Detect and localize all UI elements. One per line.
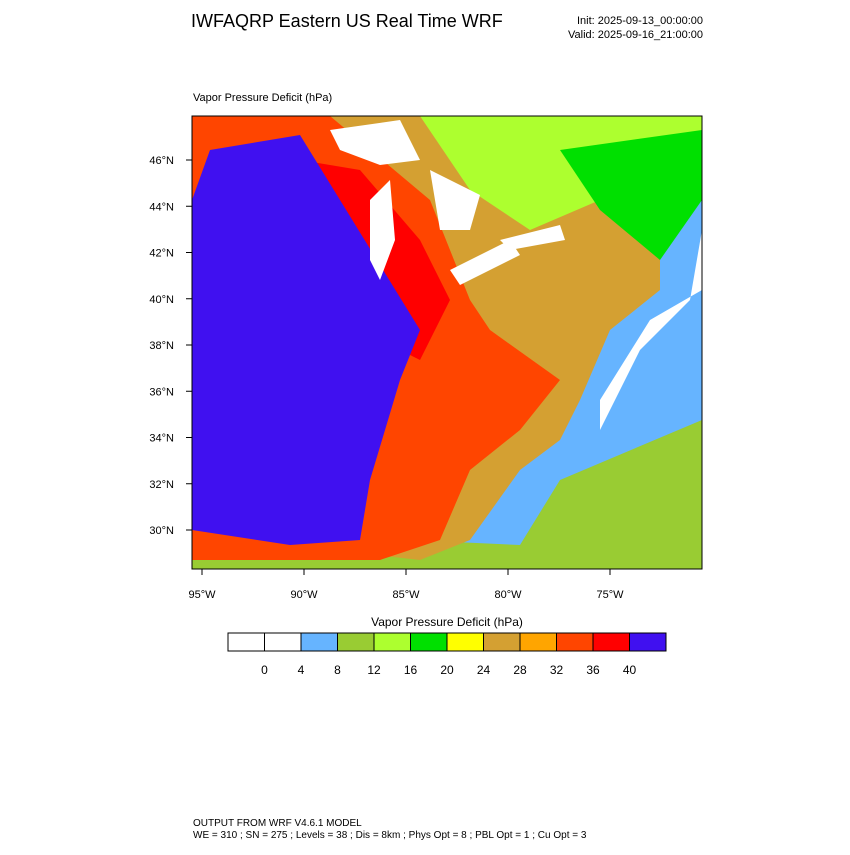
colorbar-label: 36 [586,663,600,677]
colorbar-label: 12 [367,663,381,677]
lon-label: 85°W [392,589,420,601]
colorbar: 0 4 8 12 16 20 24 28 32 36 40 [227,632,667,677]
lat-label: 40°N [149,294,174,306]
init-time: Init: 2025-09-13_00:00:00 [577,15,703,27]
colorbar-box [264,632,302,652]
lat-label: 34°N [149,433,174,445]
colorbar-box [556,632,594,652]
colorbar-box [337,632,375,652]
colorbar-label: 20 [440,663,454,677]
colorbar-title: Vapor Pressure Deficit (hPa) [371,615,523,629]
footer-line: OUTPUT FROM WRF V4.6.1 MODEL [193,818,362,829]
colorbar-label: 4 [298,663,305,677]
lon-label: 75°W [596,589,624,601]
map-frame [191,115,703,570]
map-label: Vapor Pressure Deficit (hPa) [193,92,332,104]
lat-label: 46°N [149,155,174,167]
lat-label: 36°N [149,386,174,398]
lat-label: 30°N [149,525,174,537]
colorbar-label: 40 [623,663,637,677]
valid-time: Valid: 2025-09-16_21:00:00 [568,29,703,41]
colorbar-label: 16 [404,663,418,677]
colorbar-label: 0 [261,663,268,677]
lon-label: 80°W [494,589,522,601]
colorbar-box [300,632,338,652]
title: IWFAQRP Eastern US Real Time WRF [191,11,503,31]
lon-label: 95°W [188,589,216,601]
colorbar-label: 8 [334,663,341,677]
axis-labels: 46°N 44°N 42°N 40°N 38°N 36°N 34°N 32°N 30°N 95°W… [149,155,624,601]
colorbar-label: 28 [513,663,527,677]
lat-label: 38°N [149,340,174,352]
colorbar-box [410,632,448,652]
lon-label: 90°W [290,589,318,601]
lat-label: 42°N [149,248,174,260]
footer-line: WE = 310 ; SN = 275 ; Levels = 38 ; Dis … [193,830,587,841]
colorbar-label: 24 [477,663,491,677]
colorbar-label: 32 [550,663,564,677]
colorbar-box [592,632,630,652]
colorbar-box [446,632,484,652]
map [192,116,702,569]
colorbar-box [629,632,667,652]
colorbar-box [483,632,521,652]
colorbar-box [373,632,411,652]
colorbar-box [519,632,557,652]
colorbar-box [227,632,265,652]
lat-label: 44°N [149,201,174,213]
lat-label: 32°N [149,479,174,491]
